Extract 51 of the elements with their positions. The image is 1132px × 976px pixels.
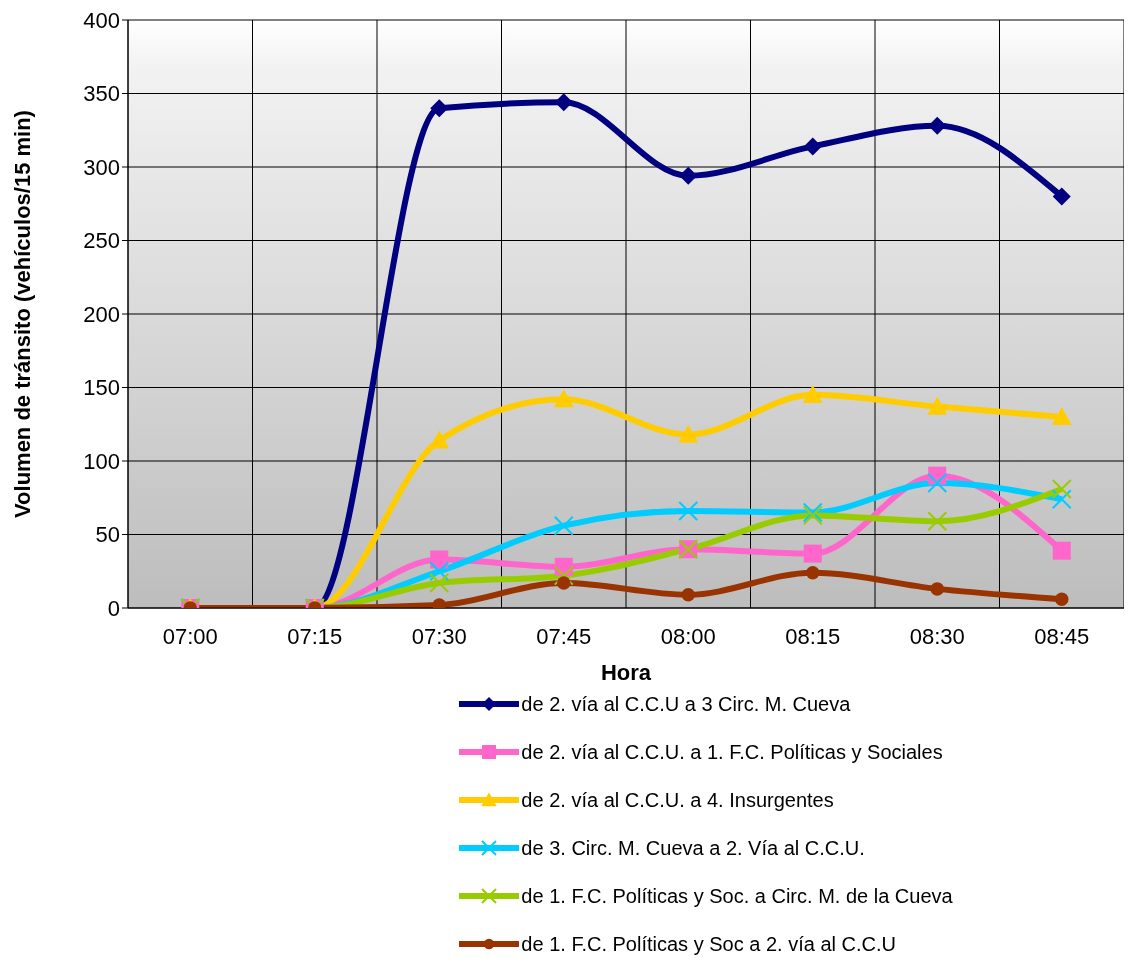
point: [927, 511, 948, 532]
point: [806, 565, 820, 580]
point: [429, 561, 450, 582]
y-tick-label: 100: [83, 448, 120, 474]
y-tick-label: 350: [83, 81, 120, 107]
point: [553, 389, 574, 408]
x-tick-label: 07:15: [287, 623, 343, 649]
point: [930, 582, 944, 596]
point: [429, 430, 450, 449]
y-axis-title: Volumen de tránsito (vehículos/15 min): [9, 110, 35, 518]
x-tick-label: 08:30: [909, 623, 965, 649]
legend-label: de 1. F.C. Políticas y Soc a 2. vía al C.C.U: [521, 932, 896, 956]
x-tick-label: 08:15: [785, 623, 841, 649]
point: [681, 588, 695, 602]
legend-label: de 2. vía al C.C.U. a 1. F.C. Políticas y Sociales: [521, 740, 943, 764]
point: [1052, 187, 1071, 206]
y-tick-label: 50: [95, 522, 120, 548]
y-tick-label: 150: [83, 375, 120, 401]
legend-label: de 3. Circ. M. Cueva a 2. Vía al C.C.U.: [521, 836, 865, 860]
x-axis-title: Hora: [600, 660, 652, 685]
point: [430, 99, 449, 118]
x-tick-label: 07:45: [536, 623, 592, 649]
point: [678, 500, 699, 521]
y-tick-label: 300: [83, 154, 120, 180]
legend-label: de 2. vía al C.C.U a 3 Circ. M. Cueva: [521, 692, 851, 716]
point: [927, 396, 948, 415]
point: [1055, 592, 1069, 606]
point: [678, 424, 699, 443]
point: [803, 544, 822, 563]
point: [429, 573, 450, 594]
point: [553, 565, 574, 586]
x-tick-label: 08:45: [1034, 623, 1090, 649]
y-tick-label: 250: [83, 228, 120, 254]
x-tick-label: 08:00: [660, 623, 716, 649]
point: [1051, 478, 1072, 499]
y-tick-label: 0: [107, 595, 120, 621]
legend-label: de 1. F.C. Políticas y Soc. a Circ. M. de la Cueva: [521, 884, 953, 908]
point: [1052, 541, 1071, 560]
x-tick-label: 07:30: [411, 623, 467, 649]
x-tick-label: 07:00: [162, 623, 218, 649]
point: [1051, 489, 1072, 510]
point: [553, 515, 574, 536]
point: [927, 473, 948, 494]
point: [430, 550, 449, 569]
legend-label: de 2. vía al C.C.U. a 4. Insurgentes: [521, 788, 834, 812]
y-tick-label: 400: [83, 7, 120, 33]
y-tick-label: 200: [83, 301, 120, 327]
point: [557, 576, 571, 590]
point: [803, 137, 822, 156]
point: [802, 384, 823, 403]
point: [1051, 407, 1072, 425]
